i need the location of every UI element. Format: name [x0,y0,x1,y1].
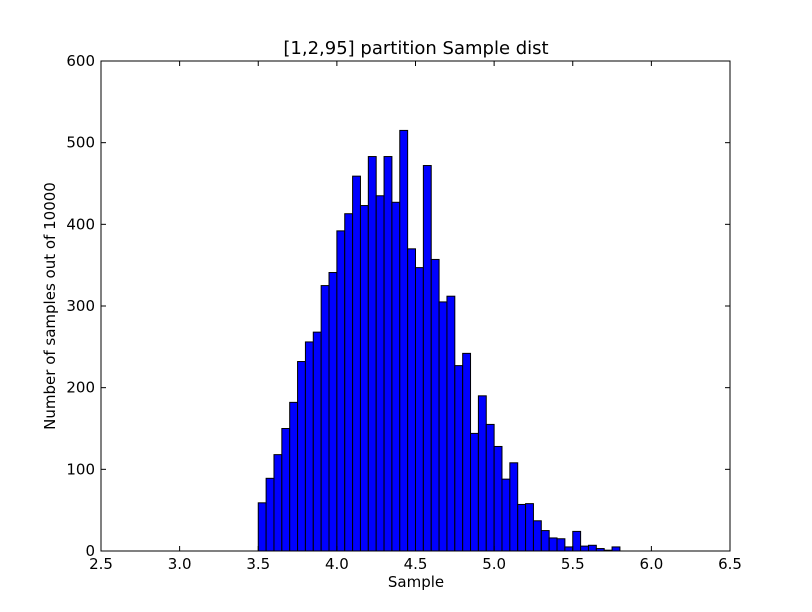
histogram-bar [470,432,479,552]
plot-frame [100,60,731,552]
histogram-bar [375,195,385,552]
histogram-bar [265,477,275,552]
histogram-bar [297,361,306,552]
histogram-bar [352,175,361,552]
y-tick-label: 0 [85,542,95,560]
histogram-bar [509,462,519,552]
x-tick-label: 5.0 [482,555,506,573]
histogram-bar [312,331,322,552]
histogram-bar [564,546,574,552]
histogram-bar [532,520,542,552]
histogram-bar [320,285,330,552]
histogram-bar [336,230,346,552]
histogram-bar [407,248,417,552]
histogram-bar [587,544,597,552]
bars-group [257,129,621,552]
y-tick-label: 400 [66,215,95,233]
y-axis-label: Number of samples out of 10000 [41,182,59,430]
histogram-bar [462,352,472,552]
histogram-bar [289,401,299,552]
x-tick-label: 6.5 [718,555,742,573]
histogram-bar [446,295,456,552]
histogram-bar [438,301,448,552]
histogram-bar [359,205,369,552]
x-tick-label: 6.0 [639,555,663,573]
y-tick-label: 600 [66,52,95,70]
histogram-bar [383,156,393,552]
histogram-bar [257,502,267,552]
histogram-bar [399,129,409,552]
tick-labels-group: 2.5 3.0 3.5 4.0 4.5 5.0 5.5 6.0 6.5 0 100 200 300 400… [66,52,742,573]
x-axis-label: Sample [388,573,444,591]
histogram-bar [477,395,487,552]
y-tick-label: 500 [66,134,95,152]
histogram-bar [548,537,558,552]
histogram-bar [430,258,440,552]
x-tick-label: 5.5 [561,555,585,573]
histogram-bar [556,538,566,552]
histogram-bar [304,341,314,552]
histogram-bar [422,165,432,552]
histogram-bar [273,454,283,552]
histogram-bar [328,272,338,552]
histogram-bar [493,445,503,552]
histogram-bar [525,503,534,552]
histogram-bar [391,201,401,552]
histogram-bar [572,530,582,552]
x-tick-label: 3.5 [246,555,270,573]
histogram-bar [415,267,424,552]
y-tick-label: 300 [66,297,95,315]
x-tick-label: 4.0 [325,555,349,573]
histogram-bar [611,546,621,552]
histogram-bar [367,156,377,552]
x-tick-label: 2.5 [89,555,113,573]
histogram-bar [580,545,589,552]
histogram-bar [344,213,354,552]
x-tick-label: 4.5 [404,555,428,573]
histogram-bar [517,503,527,552]
y-tick-label: 100 [66,460,95,478]
histogram-bar [540,530,550,552]
histogram-bar [454,365,464,552]
histogram-bar [485,423,495,552]
chart-title: [1,2,95] partition Sample dist [283,38,548,59]
histogram-bar [281,428,291,552]
histogram-bar [501,478,511,552]
y-tick-label: 200 [66,379,95,397]
x-tick-label: 3.0 [168,555,192,573]
